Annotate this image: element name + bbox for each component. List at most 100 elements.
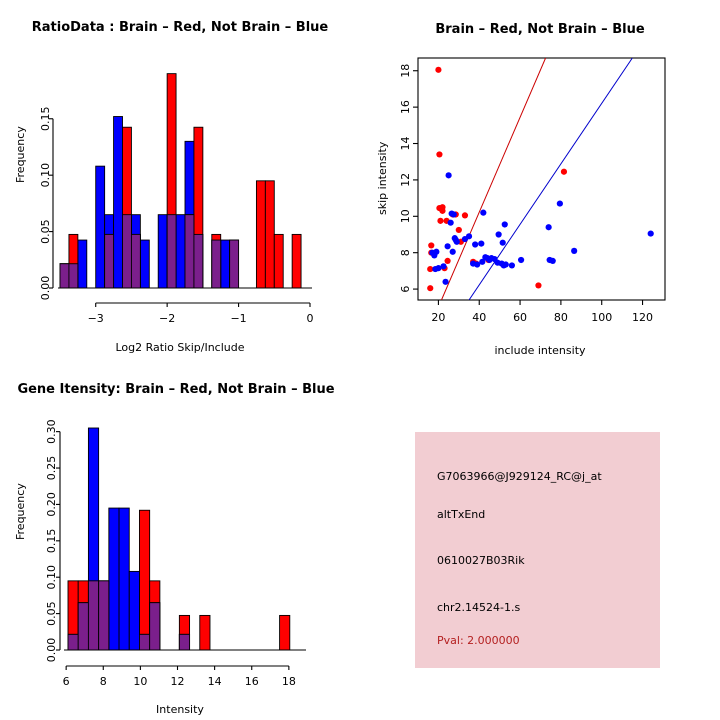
scatter-point-not-brain xyxy=(440,263,447,270)
ratio-bar-overlap xyxy=(68,263,79,289)
scatter-point-not-brain xyxy=(549,257,556,264)
gene-bar-not-brain xyxy=(128,570,140,651)
scatter-point-brain xyxy=(455,226,462,234)
scatter-point-brain xyxy=(436,151,443,158)
scatter-point-not-brain xyxy=(556,200,563,207)
gene-ytick-label: 0.05 xyxy=(45,601,58,626)
gene-xaxis-label: Intensity xyxy=(156,703,204,716)
ratio-xaxis: −3 −2 −1 0 xyxy=(58,287,314,325)
gene-xaxis: 6 8 10 12 14 16 18 xyxy=(63,649,306,688)
scatter-point-not-brain xyxy=(495,231,502,238)
ratio-bar-overlap xyxy=(104,233,115,289)
gene-xtick-label: 12 xyxy=(171,675,185,688)
scatter-point-not-brain xyxy=(499,239,506,246)
brain-fit-line xyxy=(441,58,547,300)
gene-bar-not-brain xyxy=(118,507,130,651)
scatter-point-not-brain xyxy=(545,224,552,231)
scatter-point-not-brain xyxy=(480,209,487,216)
scatter-point-not-brain xyxy=(478,240,485,247)
gene-xtick-label: 6 xyxy=(63,675,70,688)
gene-bar-overlap xyxy=(98,580,110,651)
gene-ytick-label: 0.00 xyxy=(45,638,58,663)
ratio-bar-overlap xyxy=(130,233,141,289)
gene-xtick-label: 18 xyxy=(282,675,296,688)
ratio-ytick-label: 0.00 xyxy=(39,276,52,301)
scatter-point-not-brain xyxy=(432,265,439,273)
ratio-bar-not-brain xyxy=(77,239,88,289)
locus-text: chr2.14524-1.s xyxy=(437,601,521,614)
scatter-xtick-label: 40 xyxy=(472,311,486,324)
gene-bar-overlap xyxy=(87,580,100,651)
scatter-xtick-label: 80 xyxy=(554,311,568,324)
scatter-yaxis-label: skip intensity xyxy=(376,141,389,215)
scatter-xaxis: 20 40 60 80 100 120 xyxy=(431,300,653,324)
ratio-yaxis: 0.00 0.05 0.10 0.15 xyxy=(39,107,54,301)
ratio-xtick-label: −1 xyxy=(230,312,246,325)
scatter-title: Brain – Red, Not Brain – Blue xyxy=(435,22,645,37)
ratio-bar-brain xyxy=(255,180,266,289)
ratio-bar-brain xyxy=(273,233,284,289)
scatter-point-not-brain xyxy=(647,230,654,237)
scatter-xtick-label: 20 xyxy=(431,311,445,324)
gene-ytick-label: 0.25 xyxy=(45,456,58,481)
scatter-point-brain xyxy=(435,66,442,73)
ratio-bars xyxy=(59,73,302,289)
ratio-bar-not-brain xyxy=(175,214,186,289)
ratio-histogram-title: RatioData : Brain – Red, Not Brain – Blu… xyxy=(31,20,329,35)
pval-text: Pval: 2.000000 xyxy=(437,634,520,647)
gene-intensity-plot: 0.00 0.05 0.10 0.15 0.20 0.25 0.30 6 8 10 12 14 16 18 xyxy=(45,419,306,688)
probe-id-text: G7063966@J929124_RC@j_at xyxy=(437,470,602,483)
scatter-point-not-brain xyxy=(501,221,508,228)
event-type-text: altTxEnd xyxy=(437,508,486,521)
scatter-frame xyxy=(417,57,666,301)
scatter-point-not-brain xyxy=(502,261,509,268)
scatter-point-brain xyxy=(560,168,568,175)
ratio-ytick-label: 0.05 xyxy=(39,219,52,244)
scatter-point-not-brain xyxy=(453,238,460,245)
gene-ytick-label: 0.15 xyxy=(45,529,58,554)
scatter-point-brain xyxy=(428,242,435,249)
scatter-point-not-brain xyxy=(474,261,481,268)
ratio-bar-overlap xyxy=(59,263,70,289)
ratio-ytick-label: 0.15 xyxy=(39,107,52,131)
intensity-scatter-plot: 20 40 60 80 100 120 6 8 10 12 14 16 18 xyxy=(399,57,666,324)
ratio-bar-overlap xyxy=(229,239,240,289)
gene-bar-overlap xyxy=(77,602,89,651)
gene-bar-not-brain xyxy=(108,507,120,651)
gene-bar-brain xyxy=(199,614,211,651)
gene-ytick-label: 0.30 xyxy=(45,419,58,444)
ratio-bar-not-brain xyxy=(220,239,231,289)
scatter-point-not-brain xyxy=(494,259,501,266)
ratio-bar-brain xyxy=(291,233,302,289)
gene-bar-overlap xyxy=(67,633,79,651)
scatter-point-not-brain xyxy=(479,258,486,265)
scatter-ytick-label: 10 xyxy=(399,209,412,223)
scatter-point-brain xyxy=(444,257,451,264)
gene-yaxis: 0.00 0.05 0.10 0.15 0.20 0.25 0.30 xyxy=(45,419,61,663)
ratio-xtick-label: −2 xyxy=(159,312,175,325)
scatter-xtick-label: 120 xyxy=(632,311,653,324)
ratio-bar-overlap xyxy=(193,233,204,289)
ratio-bar-not-brain xyxy=(95,165,106,289)
scatter-xtick-label: 60 xyxy=(513,311,527,324)
ratio-yaxis-label: Frequency xyxy=(14,126,27,183)
gene-xtick-label: 10 xyxy=(133,675,147,688)
gene-bar-overlap xyxy=(139,633,151,651)
scatter-point-not-brain xyxy=(449,248,456,255)
ratio-histogram-panel: RatioData : Brain – Red, Not Brain – Blu… xyxy=(0,0,360,360)
intensity-scatter-panel: Brain – Red, Not Brain – Blue 20 40 60 80 10… xyxy=(360,0,720,360)
gene-bar-brain xyxy=(139,509,151,651)
gene-ytick-label: 0.10 xyxy=(45,565,58,590)
ratio-bar-brain xyxy=(264,180,275,289)
ratio-ytick-label: 0.10 xyxy=(39,163,52,188)
scatter-point-brain xyxy=(437,217,444,224)
scatter-point-not-brain xyxy=(517,256,525,264)
ratio-bar-not-brain xyxy=(139,239,150,289)
gene-bar-overlap xyxy=(178,633,191,651)
ratio-bar-not-brain xyxy=(157,214,168,289)
scatter-point-not-brain xyxy=(450,211,457,218)
scatter-point-brain xyxy=(461,212,469,219)
ratio-xaxis-label: Log2 Ratio Skip/Include xyxy=(115,341,245,354)
scatter-ytick-label: 12 xyxy=(399,173,412,187)
scatter-xtick-label: 100 xyxy=(591,311,612,324)
